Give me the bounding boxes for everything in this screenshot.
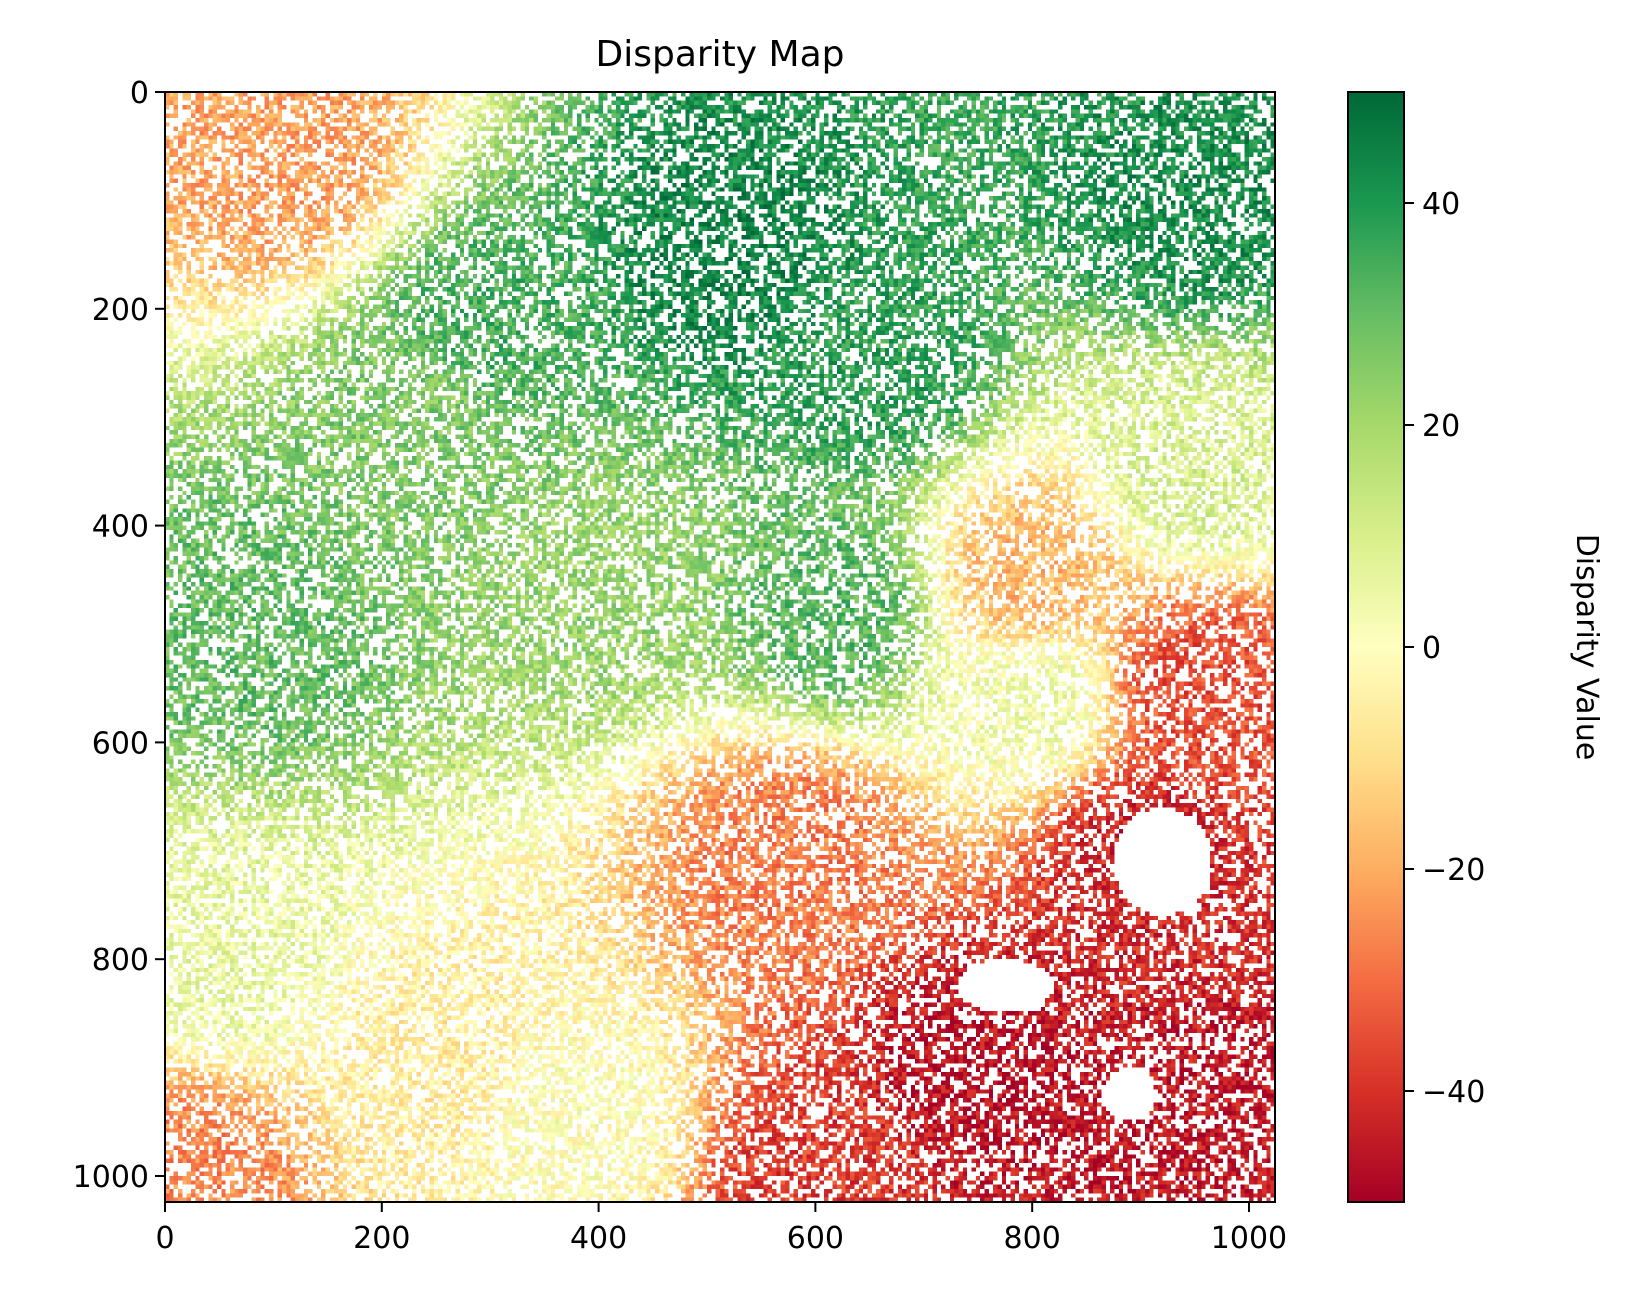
plot-area [164,91,1276,1203]
y-axis: 0 200 400 600 800 1000 [73,76,165,1195]
x-tick-label: 600 [787,1221,844,1256]
colorbar-tick-label: −20 [1422,853,1485,888]
y-tick-label: 800 [92,943,149,978]
y-tick-label: 600 [92,726,149,761]
colorbar-gradient [1348,92,1404,1202]
y-tick-label: 1000 [73,1160,149,1195]
x-tick-label: 400 [570,1221,627,1256]
y-tick-label: 400 [92,510,149,545]
y-tick-label: 200 [92,293,149,328]
plot-frame [164,91,1276,1203]
chart-title: Disparity Map [595,34,844,75]
colorbar-tick-label: 40 [1422,187,1460,222]
x-tick-label: 0 [155,1221,174,1256]
x-axis: 0 200 400 600 800 1000 [155,1202,1287,1256]
x-tick-label: 200 [353,1221,410,1256]
colorbar-ticks: −40 −20 0 20 40 [1404,187,1485,1110]
x-tick-label: 800 [1004,1221,1061,1256]
colorbar-tick-label: 20 [1422,409,1460,444]
colorbar-tick-label: −40 [1422,1075,1485,1110]
heatmap-image [165,92,1275,1202]
colorbar: −40 −20 0 20 40 Disparity Value [1347,91,1604,1203]
colorbar-tick-label: 0 [1422,631,1441,666]
colorbar-label: Disparity Value [1569,534,1604,761]
x-tick-label: 1000 [1211,1221,1287,1256]
y-tick-label: 0 [130,76,149,111]
